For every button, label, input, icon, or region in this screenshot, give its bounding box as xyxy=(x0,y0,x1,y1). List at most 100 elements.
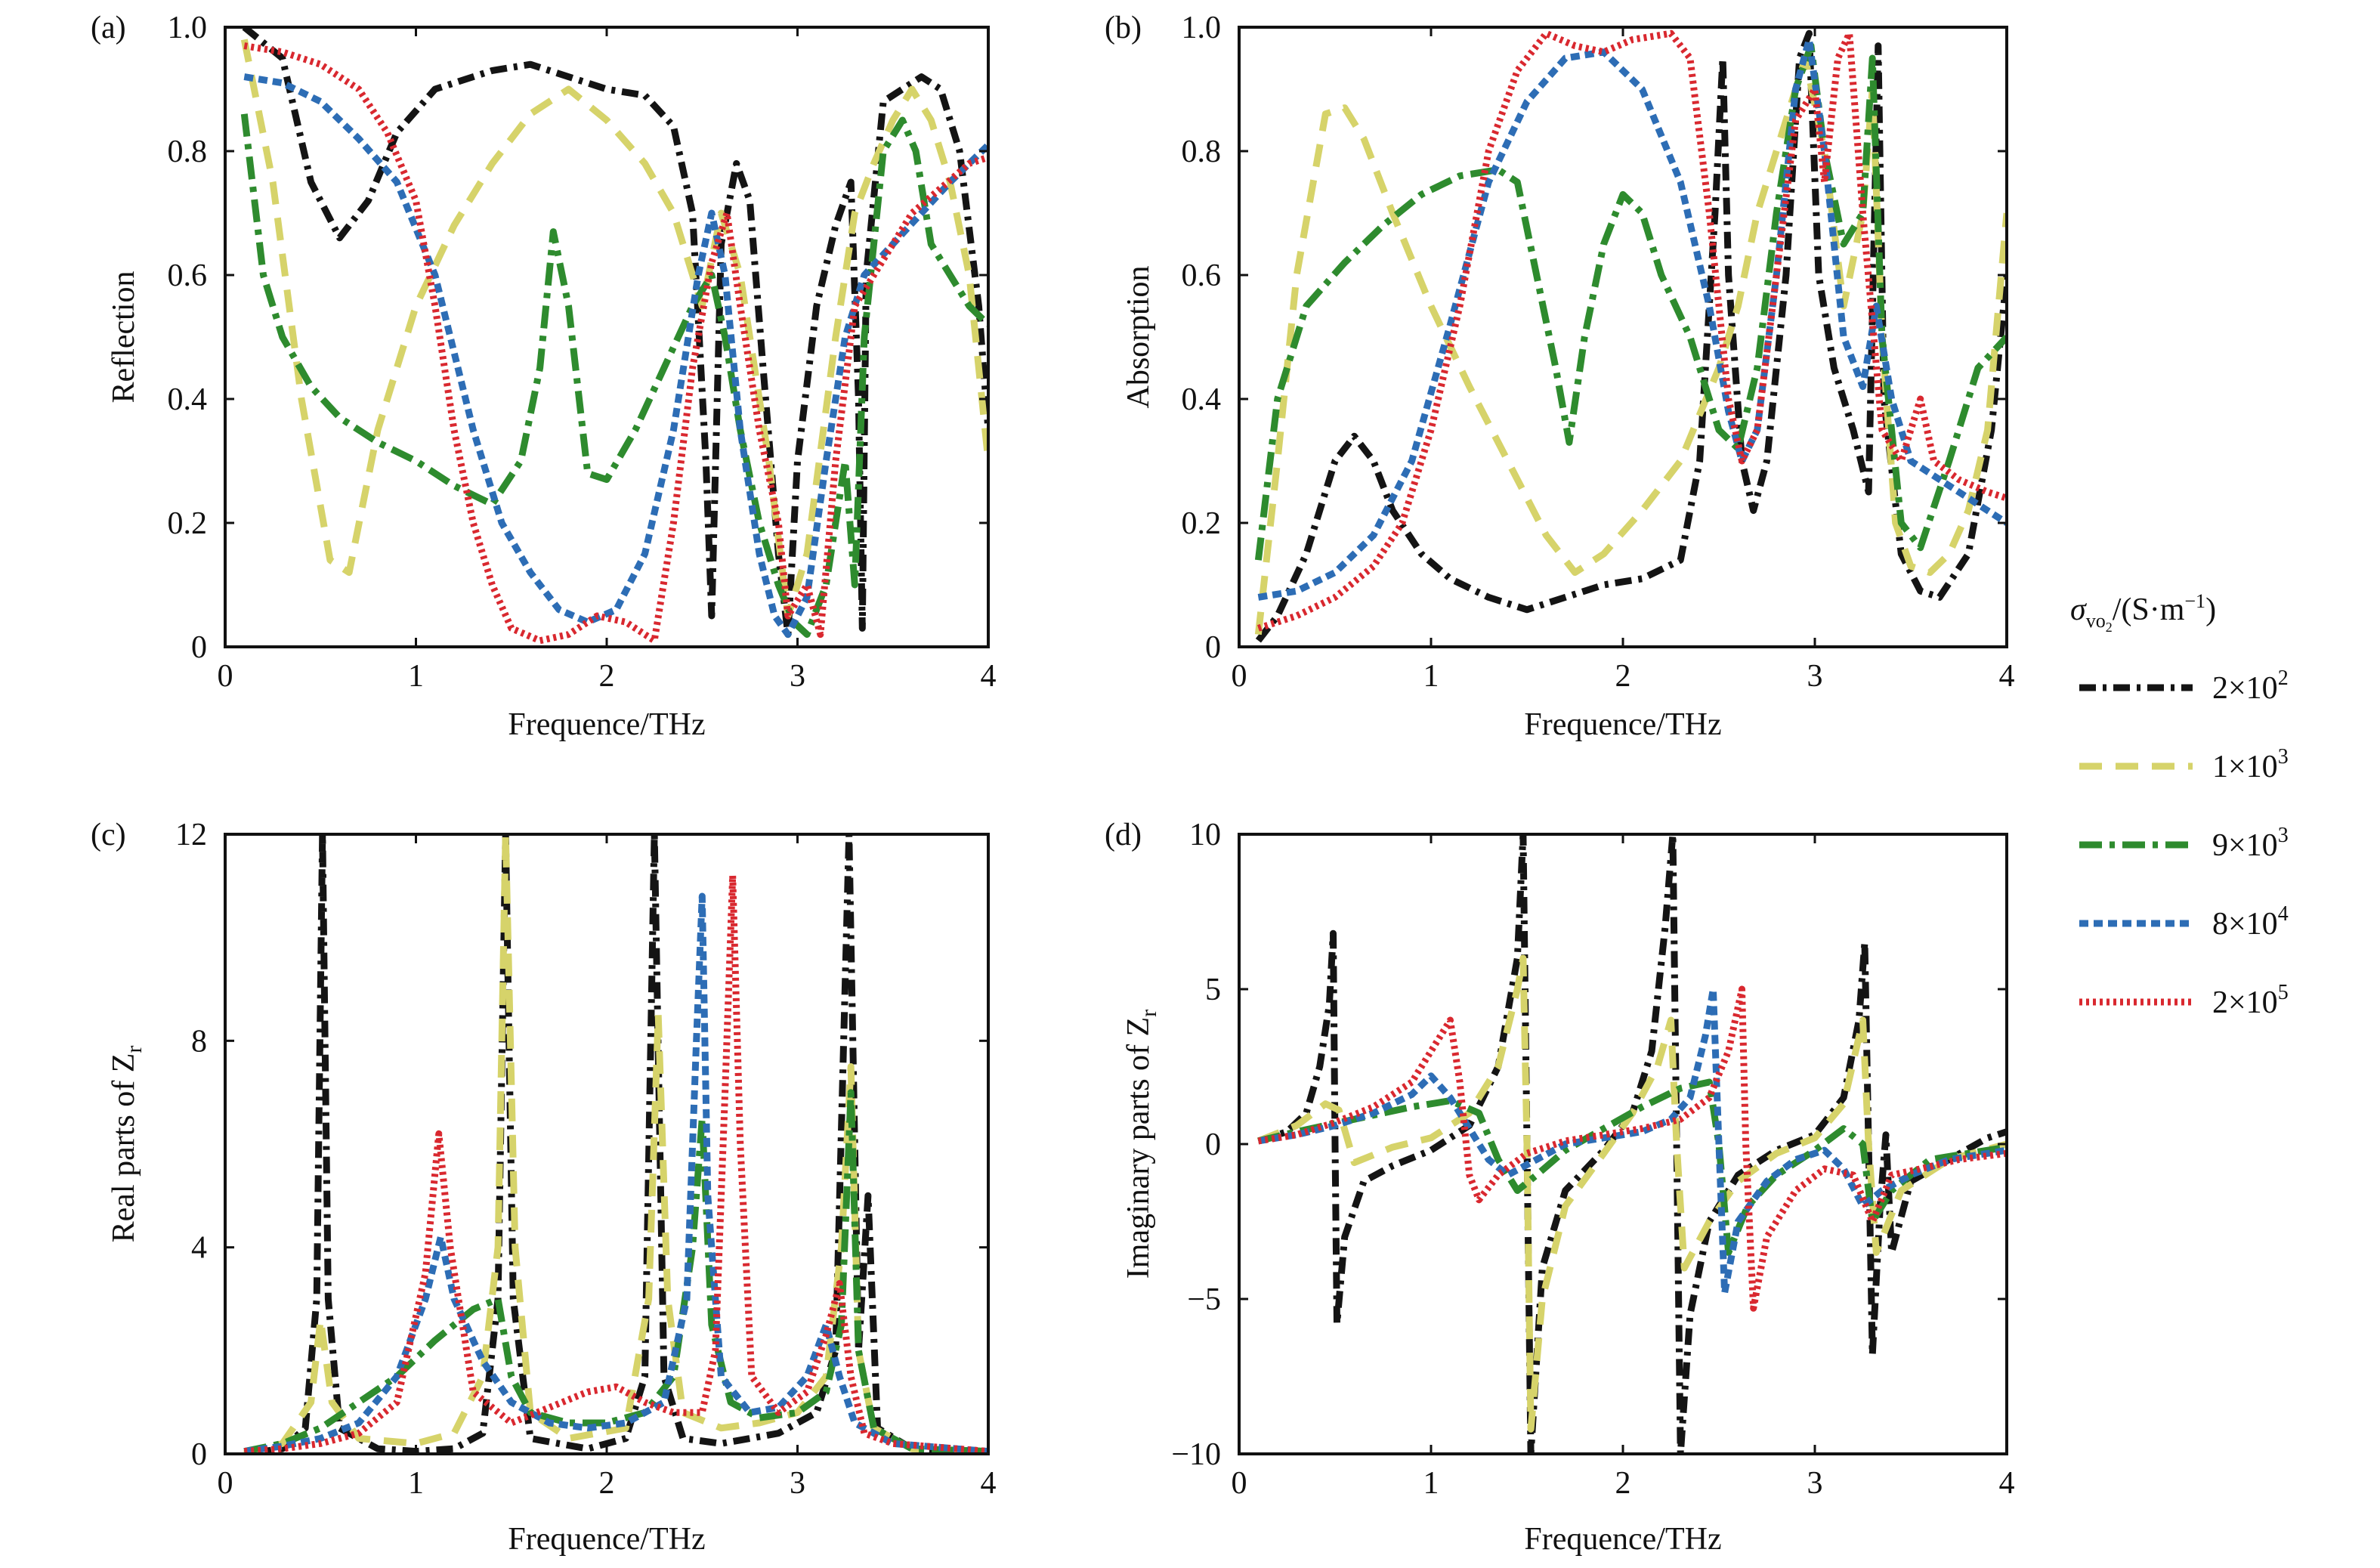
x-tick-label: 3 xyxy=(790,1466,805,1501)
legend-label-base: 8×10 xyxy=(2212,907,2278,942)
x-tick-label: 0 xyxy=(218,1466,233,1501)
panel-c-ylabel-sub: r xyxy=(122,1046,147,1053)
legend-item: 2×102 xyxy=(2079,666,2289,706)
y-tick-label: 0.4 xyxy=(1182,382,1222,417)
legend-item: 8×104 xyxy=(2079,902,2289,942)
panel-a-tag: (a) xyxy=(91,11,126,45)
x-tick-label: 4 xyxy=(1999,659,2015,694)
legend-title-end: ) xyxy=(2205,592,2216,627)
panel-c-series-8e4 xyxy=(243,892,988,1454)
panel-d-series-9e3 xyxy=(1257,1078,2007,1256)
legend-label-exp: 4 xyxy=(2278,902,2289,926)
panel-d-frame xyxy=(1238,833,2008,1455)
legend-title-sub: vo xyxy=(2086,610,2106,632)
y-tick-label: 0.2 xyxy=(1182,506,1222,541)
legend-label-exp: 5 xyxy=(2278,981,2289,1004)
y-tick-label: 0 xyxy=(1205,1127,1221,1162)
x-tick-label: 1 xyxy=(408,1466,424,1501)
x-tick-label: 0 xyxy=(218,659,233,694)
legend-title-sigma: σ xyxy=(2070,592,2088,627)
legend-label: 9×103 xyxy=(2212,824,2289,863)
y-tick-label: 1.0 xyxy=(168,11,208,45)
panel-a-series-1e3 xyxy=(240,39,988,620)
panel-b-xlabel: Frequence/THz xyxy=(1524,707,1721,742)
legend-title-rest: /(S·m xyxy=(2113,592,2185,627)
legend-title: σvo2/(S·m−1) xyxy=(2070,590,2216,635)
panel-b-series-8e4 xyxy=(1257,36,2007,601)
y-tick-label: 1.0 xyxy=(1182,11,1222,45)
panel-a-xlabel: Frequence/THz xyxy=(508,707,705,742)
panel-c-ylabel: Real parts of Zr xyxy=(107,1046,147,1243)
y-tick-label: 0.6 xyxy=(1182,258,1222,293)
legend-item: 2×105 xyxy=(2079,981,2289,1020)
panel-a-series-9e3 xyxy=(240,113,988,639)
y-tick-label: 8 xyxy=(191,1024,207,1059)
panel-b-series-2e5 xyxy=(1257,29,2007,632)
panel-c-series-2e2 xyxy=(243,834,988,1454)
panel-c-series-2e5 xyxy=(243,872,988,1454)
x-tick-label: 2 xyxy=(599,659,615,694)
y-tick-label: 10 xyxy=(1189,818,1221,852)
x-tick-label: 4 xyxy=(981,659,997,694)
panel-a: 0 1 2 3 400.20.40.60.81.0 (a) Frequence/THz … xyxy=(91,11,997,742)
legend-title-sub2: 2 xyxy=(2106,620,2113,635)
legend-label-exp: 3 xyxy=(2278,824,2289,847)
panel-c-ylabel-main: Real parts of Z xyxy=(107,1053,141,1243)
panel-c-lines xyxy=(243,834,988,1454)
panel-b-lines xyxy=(1254,29,2007,643)
legend-label-exp: 2 xyxy=(2278,666,2289,690)
x-tick-label: 1 xyxy=(1423,659,1439,694)
legend-title-sup: −1 xyxy=(2184,590,2205,612)
panel-c-series-9e3 xyxy=(243,1089,988,1454)
panel-a-ticks: 0 1 2 3 4 0 0.2 0.4 0.6 0.8 1.0 xyxy=(168,11,997,694)
legend-label-base: 9×10 xyxy=(2212,828,2278,863)
legend-item: 9×103 xyxy=(2079,824,2289,863)
x-tick-label: 1 xyxy=(1423,1466,1439,1501)
panel-d-tag: (d) xyxy=(1105,818,1142,852)
legend-label: 2×105 xyxy=(2212,981,2289,1020)
panel-d-lines xyxy=(1256,834,2007,1454)
panel-b-series-1e3 xyxy=(1254,54,2007,636)
x-tick-label: 0 xyxy=(1232,659,1247,694)
y-tick-label: 0 xyxy=(191,630,207,665)
y-tick-label: 4 xyxy=(191,1231,207,1266)
panel-a-series-2e2 xyxy=(242,27,988,639)
x-tick-label: 1 xyxy=(408,659,424,694)
panel-d-ylabel: Imaginary parts of Zr xyxy=(1121,1010,1161,1279)
y-tick-label: 0.8 xyxy=(168,135,208,169)
panel-c-xlabel: Frequence/THz xyxy=(508,1522,705,1557)
legend-label: 1×103 xyxy=(2212,745,2289,784)
panel-d: 0 1 2 3 4 −10 −5 0 5 10 (d) Frequence/THz Imagina… xyxy=(1105,818,2015,1557)
x-tick-label: 0 xyxy=(1232,1466,1247,1501)
panel-b-ticks: 0 1 2 3 4 0 0.2 0.4 0.6 0.8 1.0 xyxy=(1182,11,2015,694)
x-tick-label: 2 xyxy=(1615,659,1631,694)
x-tick-label: 4 xyxy=(1999,1466,2015,1501)
panel-c-series-1e3 xyxy=(243,834,988,1454)
legend-label-exp: 3 xyxy=(2278,745,2289,769)
x-tick-label: 4 xyxy=(981,1466,997,1501)
panel-a-ylabel: Reflection xyxy=(107,271,141,404)
y-tick-label: −5 xyxy=(1187,1282,1221,1317)
panel-d-ylabel-sub: r xyxy=(1136,1010,1161,1017)
legend-label-base: 1×10 xyxy=(2212,750,2278,784)
panel-d-ylabel-main: Imaginary parts of Z xyxy=(1121,1017,1156,1279)
y-tick-label: 0.8 xyxy=(1182,135,1222,169)
legend-label: 8×104 xyxy=(2212,902,2289,942)
x-tick-label: 3 xyxy=(1807,659,1823,694)
y-tick-label: 12 xyxy=(175,818,207,852)
legend-label-base: 2×10 xyxy=(2212,671,2278,706)
panel-d-series-2e5 xyxy=(1257,985,2007,1312)
x-tick-label: 3 xyxy=(790,659,805,694)
panel-d-xlabel: Frequence/THz xyxy=(1524,1522,1721,1557)
panel-d-ticks: 0 1 2 3 4 −10 −5 0 5 10 xyxy=(1171,818,2014,1501)
y-tick-label: 5 xyxy=(1205,973,1221,1007)
y-tick-label: 0 xyxy=(191,1437,207,1472)
x-tick-label: 3 xyxy=(1807,1466,1823,1501)
y-tick-label: 0.6 xyxy=(168,258,208,293)
legend-label: 2×102 xyxy=(2212,666,2289,706)
